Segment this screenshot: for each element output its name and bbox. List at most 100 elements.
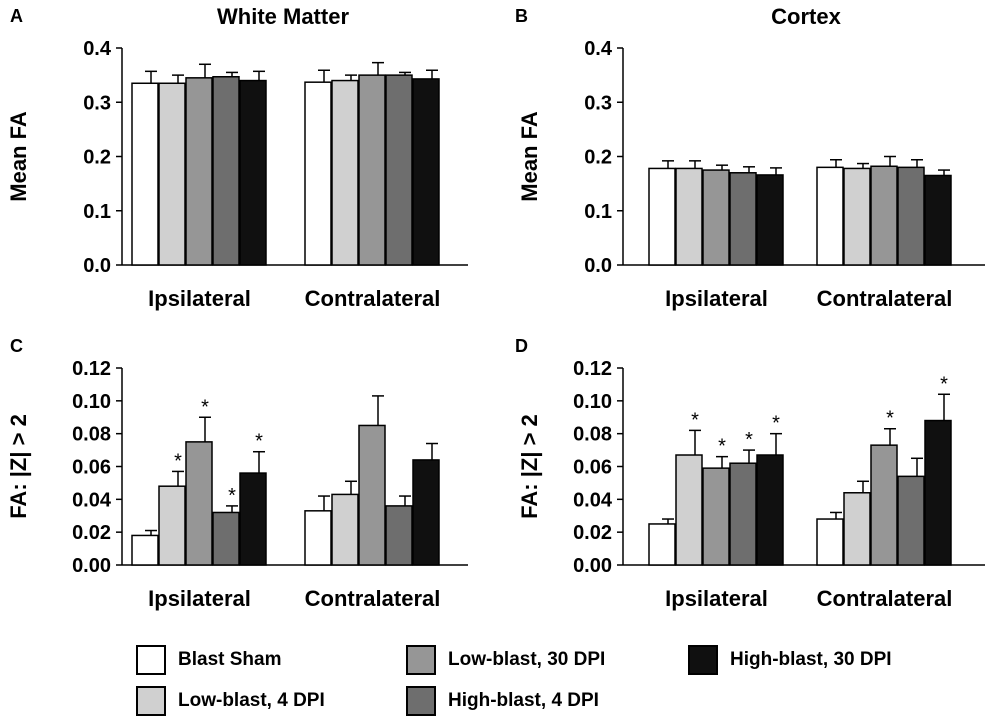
panel-c-ytick-label: 0.00 [72,555,111,577]
panel-c-ytick-label: 0.04 [72,489,112,511]
panel-c-bar-0-2 [185,441,213,566]
panel-d-ytick-label: 0.12 [573,358,612,380]
legend-swatch-high-blast-4dpi [406,686,436,716]
panel-d-ytick-label: 0.08 [573,424,612,446]
panel-a-ylabel: Mean FA [6,111,31,202]
panel-d-sig-0-1: * [691,409,699,431]
panel-d-ytick-label: 0.02 [573,522,612,544]
panel-c-bar-1-4 [412,459,440,566]
legend-swatch-low-blast-4dpi [136,686,166,716]
panel-a-bar-1-1 [331,79,359,266]
panel-d-bar-1-2 [870,444,898,566]
panel-a-category-label-1: Contralateral [305,286,441,311]
legend-label-high-blast-4dpi: High-blast, 4 DPI [448,690,599,711]
panel-d-sig-0-4: * [772,413,780,435]
panel-a-bar-1-2 [358,74,386,266]
legend-label-high-blast-30dpi: High-blast, 30 DPI [730,649,892,670]
panel-b-ytick-label: 0.4 [584,38,613,60]
panel-c-ytick-label: 0.08 [72,424,111,446]
panel-b-ytick-label: 0.1 [584,201,612,223]
panel-d-sig-1-4: * [940,373,948,395]
panel-b: B Cortex Mean FA 0.0 0.1 0.2 0.3 0.4 Ipsilateral… [515,4,985,311]
panel-c-category-label-1: Contralateral [305,586,441,611]
panel-c-ytick-label: 0.02 [72,522,111,544]
panel-c-letter: C [10,336,23,356]
legend-label-low-blast-4dpi: Low-blast, 4 DPI [178,690,325,711]
panel-a-bar-0-0 [131,82,159,266]
panel-a-bar-1-4 [412,78,440,266]
legend-swatch-low-blast-30dpi [406,645,436,675]
panel-d-ytick-label: 0.10 [573,391,612,413]
panel-b-ytick-label: 0.2 [584,147,612,169]
panel-c-ytick-label: 0.10 [72,391,111,413]
legend-label-blast-sham: Blast Sham [178,649,282,670]
panel-a-bar-0-2 [185,77,213,266]
legend-item-blast-sham: Blast Sham [136,643,281,677]
panel-d-bar-0-0 [648,523,676,566]
panel-b-bar-1-4 [924,174,952,266]
legend-label-low-blast-30dpi: Low-blast, 30 DPI [448,649,606,670]
panel-d-ytick-label: 0.06 [573,457,612,479]
panel-d-letter: D [515,336,528,356]
panel-c-ylabel: FA: |Z| > 2 [6,414,31,519]
panel-d-sig-1-2: * [886,408,894,430]
panel-a-title: White Matter [217,4,349,29]
panel-d: D FA: |Z| > 2 0.00 0.02 0.04 0.06 0.08 0.10 0.12… [515,336,985,611]
panel-c-ytick-label: 0.06 [72,457,111,479]
legend-swatch-high-blast-30dpi [688,645,718,675]
panel-d-bar-1-3 [897,475,925,566]
panel-c-sig-0-2: * [201,396,209,418]
panel-c-sig-0-3: * [228,485,236,507]
panel-d-ylabel: FA: |Z| > 2 [517,414,542,519]
panel-b-bar-0-2 [702,169,730,266]
panel-b-ylabel: Mean FA [517,111,542,202]
panel-a-ytick-label: 0.0 [83,255,111,277]
panel-b-category-label-1: Contralateral [817,286,953,311]
panel-a-ytick-label: 0.4 [83,38,112,60]
panel-c-bar-0-1 [158,485,186,566]
panel-b-bar-1-2 [870,165,898,266]
panel-d-bar-1-4 [924,419,952,566]
legend-item-high-blast-30dpi: High-blast, 30 DPI [688,643,892,677]
panel-a-bar-0-4 [239,79,267,266]
panel-d-sig-0-3: * [745,429,753,451]
panel-c-bar-1-3 [385,505,413,566]
panel-b-bar-1-0 [816,166,844,266]
panel-a-ytick-label: 0.2 [83,147,111,169]
panel-a-ytick-label: 0.1 [83,201,111,223]
panel-a-bar-1-3 [385,74,413,266]
panel-c-bar-0-3 [212,511,240,566]
panel-b-bar-0-0 [648,167,676,266]
panel-a-bar-0-3 [212,76,240,266]
panel-b-category-label-0: Ipsilateral [665,286,768,311]
legend-item-high-blast-4dpi: High-blast, 4 DPI [406,684,599,718]
panel-c-bar-0-4 [239,472,267,566]
panel-d-bar-0-1 [675,454,703,566]
panel-d-bar-0-4 [756,454,784,566]
panel-c-bar-0-0 [131,534,159,566]
legend-item-low-blast-4dpi: Low-blast, 4 DPI [136,684,325,718]
panel-b-title: Cortex [771,4,841,29]
panel-c-sig-0-4: * [255,431,263,453]
panel-b-bar-0-3 [729,172,757,266]
panel-a-bar-0-1 [158,82,186,266]
panel-c-category-label-0: Ipsilateral [148,586,251,611]
panel-c: C FA: |Z| > 2 0.00 0.02 0.04 0.06 0.08 0.10 0.12… [6,336,468,611]
panel-d-ytick-label: 0.00 [573,555,612,577]
panel-c-bar-1-0 [304,510,332,566]
panel-d-bar-0-3 [729,462,757,566]
panel-d-sig-0-2: * [718,436,726,458]
panel-d-bar-0-2 [702,467,730,566]
legend-swatch-blast-sham [136,645,166,675]
panel-d-bar-1-0 [816,518,844,566]
panel-b-ytick-label: 0.3 [584,92,612,114]
panel-d-ytick-label: 0.04 [573,489,613,511]
panel-a-category-label-0: Ipsilateral [148,286,251,311]
panel-b-bar-1-3 [897,166,925,266]
panel-d-category-label-0: Ipsilateral [665,586,768,611]
panel-c-bar-1-2 [358,424,386,566]
legend-item-low-blast-30dpi: Low-blast, 30 DPI [406,643,605,677]
panel-b-bar-0-1 [675,167,703,266]
panel-d-bar-1-1 [843,492,871,566]
